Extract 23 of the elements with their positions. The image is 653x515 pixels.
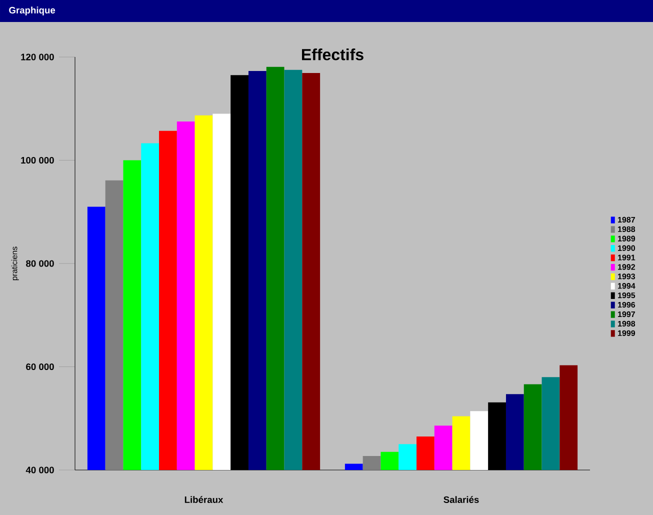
y-tick-label: 100 000	[21, 156, 54, 164]
chart-title: Effectifs	[302, 48, 364, 60]
legend-label: 1995	[618, 292, 636, 298]
y-tick-label: 80 000	[26, 260, 54, 267]
legend-label: 1997	[618, 311, 635, 318]
y-tick-label: 40 000	[26, 466, 54, 474]
legend-label: 1987	[618, 216, 635, 223]
legend-label: 1999	[618, 330, 636, 336]
legend-label: 1993	[618, 274, 636, 280]
legend-label: 1994	[618, 283, 636, 289]
y-axis-title: praticiens	[11, 246, 19, 280]
legend-label: 1991	[618, 254, 636, 260]
y-tick-label: 120 000	[21, 54, 54, 60]
legend-label: 1992	[618, 264, 636, 270]
legend-label: 1990	[618, 245, 635, 251]
legend-label: 1989	[618, 236, 636, 242]
x-tick-label: Libéraux	[184, 496, 224, 503]
x-tick-label: Salariés	[444, 496, 479, 503]
y-tick-label: 60 000	[26, 363, 54, 370]
legend-label: 1996	[618, 302, 636, 308]
legend-label: 1998	[618, 320, 636, 327]
legend-label: 1988	[618, 226, 636, 232]
text: Graphique	[9, 6, 56, 16]
